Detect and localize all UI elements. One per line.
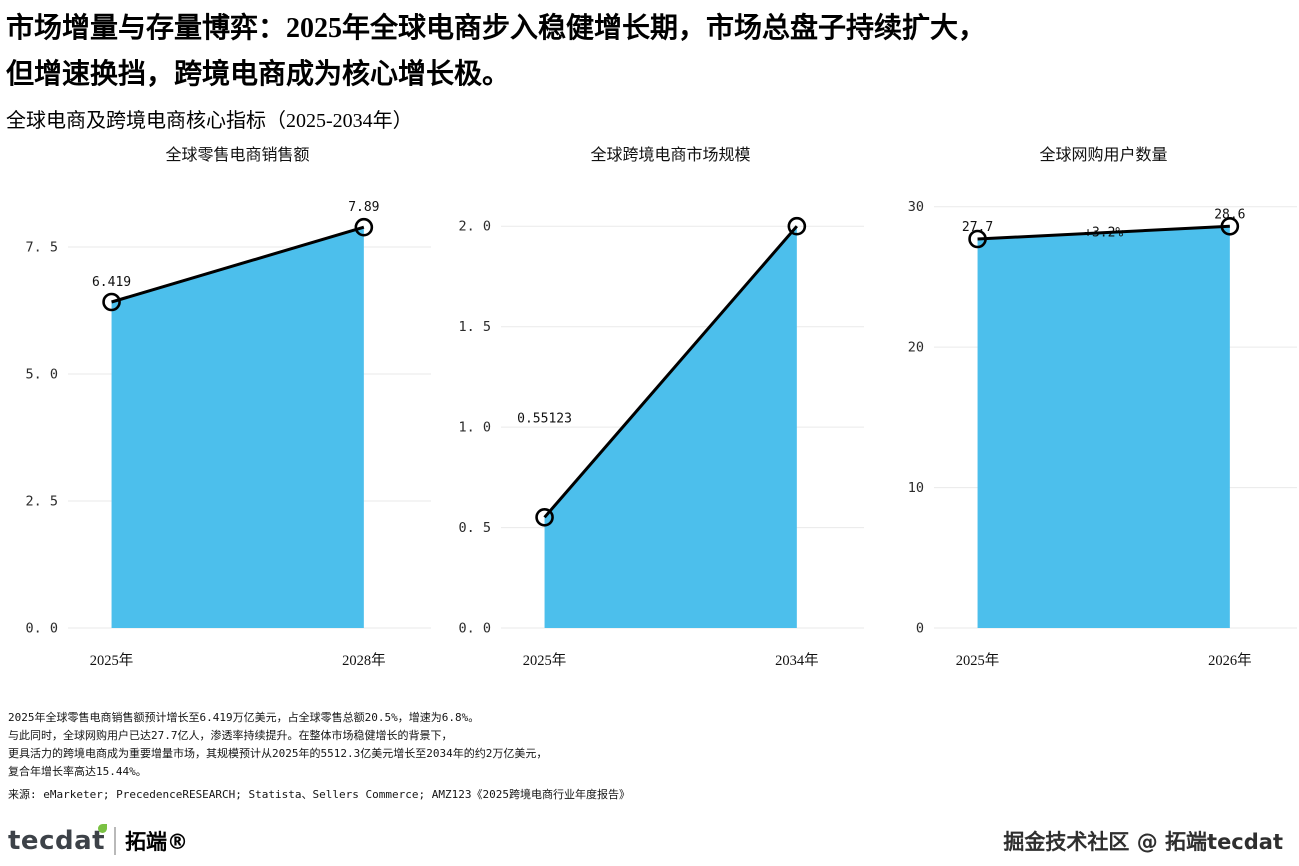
value-label: 0.55123 (517, 412, 572, 427)
point-marker (968, 230, 987, 249)
footnote-line: 复合年增长率高达15.44%。 (8, 765, 147, 779)
area-fill (977, 226, 1230, 629)
tecdat-logo: tecdat 拓端® (8, 824, 189, 856)
y-tick-label: 7. 5 (25, 240, 58, 256)
main-title: 市场增量与存量博弈：2025年全球电商步入稳健增长期，市场总盘子持续扩大， 但增… (6, 6, 1291, 98)
logo-latin-text: tecdat (8, 824, 108, 856)
value-label: 28.6 (1214, 208, 1245, 223)
y-tick-label: 0. 0 (25, 621, 58, 637)
x-tick-label: 2025年 (956, 652, 1000, 669)
value-label: 6.419 (92, 275, 131, 290)
footnote-line: 更具活力的跨境电商成为重要增量市场，其规模预计从2025年的5512.3亿美元增… (8, 747, 548, 761)
point-marker (535, 508, 554, 527)
y-tick-label: 30 (908, 200, 924, 216)
y-tick-label: 0. 0 (458, 621, 491, 637)
y-tick-label: 1. 5 (458, 320, 491, 336)
panel-title: 全球跨境电商市场规模 (590, 147, 751, 165)
x-tick-label: 2025年 (90, 652, 134, 669)
chart-svg-crossborder-market: 0. 0 0. 5 1. 0 1. 5 2. 0 0.55123 2025年 2034年 (458, 217, 864, 669)
y-tick-label: 0. 5 (458, 520, 491, 536)
point-marker (102, 293, 121, 312)
source-line: 来源: eMarketer; PrecedenceRESEARCH; Stati… (8, 787, 630, 801)
chart-panel-crossborder-market: 全球跨境电商市场规模 0. 0 0. 5 1. 0 1. 5 2. 0 0.55123 20… (439, 141, 872, 695)
chart-svg-retail-ecommerce: 0. 0 2. 5 5. 0 7. 5 6.419 7.89 2025年 2028年 (25, 201, 431, 669)
value-label: 27.7 (962, 220, 993, 235)
footnote-line: 2025年全球零售电商销售额预计增长至6.419万亿美元，占全球零售总额20.5… (8, 711, 480, 725)
point-marker (1220, 217, 1240, 236)
y-tick-label: 0 (916, 621, 924, 637)
trend-line (111, 226, 365, 304)
main-title-line-2: 但增速换挡，跨境电商成为核心增长极。 (6, 59, 511, 91)
watermark: 掘金技术社区 @ 拓端tecdat (1003, 830, 1283, 854)
x-tick-label: 2028年 (342, 652, 386, 669)
trend-line (977, 225, 1230, 241)
y-tick-label: 2. 5 (25, 494, 58, 510)
value-label: 7.89 (348, 201, 379, 216)
point-marker (787, 217, 807, 236)
chart-subtitle: 全球电商及跨境电商核心指标（2025-2034年） (6, 110, 413, 133)
point-marker (354, 218, 374, 237)
y-tick-label: 1. 0 (458, 420, 491, 436)
main-title-line-1: 市场增量与存量博弈：2025年全球电商步入稳健增长期，市场总盘子持续扩大， (6, 13, 987, 44)
panel-title: 全球网购用户数量 (1039, 147, 1168, 165)
chart-panel-retail-ecommerce: 全球零售电商销售额 0. 0 2. 5 5. 0 7. 5 6.419 7.89 2025年… (6, 141, 439, 695)
area-fill (544, 226, 797, 629)
footer: tecdat 拓端® 掘金技术社区 @ 拓端tecdat (8, 824, 1283, 856)
area-fill (111, 227, 364, 629)
y-tick-label: 10 (908, 480, 924, 496)
x-tick-label: 2025年 (523, 652, 567, 669)
x-tick-label: 2026年 (1208, 652, 1252, 669)
logo-chinese-text: 拓端® (125, 830, 189, 854)
logo-divider (114, 827, 117, 855)
trend-line (543, 225, 798, 519)
panel-title: 全球零售电商销售额 (165, 147, 310, 165)
y-tick-label: 5. 0 (25, 367, 58, 383)
y-tick-label: 2. 0 (458, 219, 491, 235)
y-tick-label: 20 (908, 340, 924, 356)
leaf-icon (98, 824, 108, 833)
x-tick-label: 2034年 (775, 652, 819, 669)
footnote-line: 与此同时，全球网购用户已达27.7亿人，渗透率持续提升。在整体市场稳健增长的背景… (8, 729, 453, 743)
footnotes: 2025年全球零售电商销售额预计增长至6.419万亿美元，占全球零售总额20.5… (6, 709, 1291, 803)
charts-row: 全球零售电商销售额 0. 0 2. 5 5. 0 7. 5 6.419 7.89 2025年… (6, 141, 1297, 695)
